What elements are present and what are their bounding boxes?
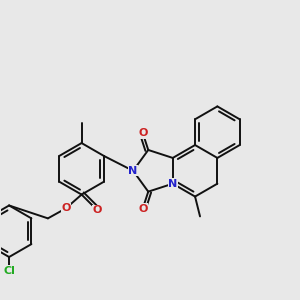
Text: O: O [93,206,102,215]
Text: O: O [61,203,70,214]
Text: N: N [128,166,138,176]
Text: O: O [138,128,147,138]
Text: O: O [138,204,147,214]
Text: Cl: Cl [3,266,15,276]
Text: N: N [168,179,177,189]
